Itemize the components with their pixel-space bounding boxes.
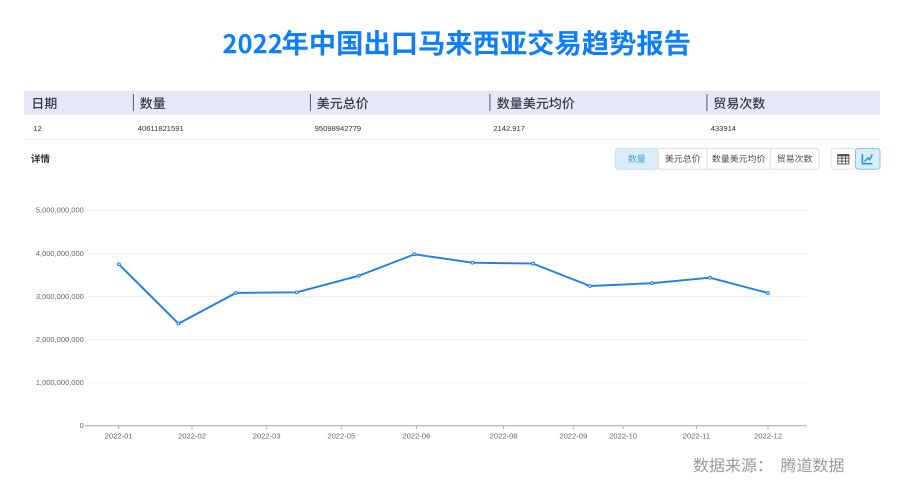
- svg-text:2022-02: 2022-02: [178, 431, 206, 440]
- svg-text:3,000,000,000: 3,000,000,000: [36, 292, 84, 301]
- svg-text:2142.917: 2142.917: [493, 124, 525, 133]
- svg-text:95098942779: 95098942779: [315, 124, 361, 133]
- svg-text:0: 0: [80, 421, 84, 430]
- svg-text:2022-08: 2022-08: [490, 431, 518, 440]
- svg-text:2022-10: 2022-10: [609, 431, 637, 440]
- svg-text:2022-12: 2022-12: [754, 431, 782, 440]
- svg-text:12: 12: [33, 124, 41, 133]
- svg-text:433914: 433914: [711, 124, 736, 133]
- svg-text:2022-05: 2022-05: [327, 431, 355, 440]
- svg-text:1,000,000,000: 1,000,000,000: [36, 378, 84, 387]
- svg-text:2022-09: 2022-09: [559, 431, 587, 440]
- svg-text:2022-06: 2022-06: [402, 431, 430, 440]
- svg-text:2,000,000,000: 2,000,000,000: [36, 335, 84, 344]
- svg-text:40611821591: 40611821591: [138, 124, 184, 133]
- svg-text:2022-03: 2022-03: [253, 431, 281, 440]
- svg-text:4,000,000,000: 4,000,000,000: [36, 249, 84, 258]
- svg-text:5,000,000,000: 5,000,000,000: [36, 206, 84, 215]
- svg-text:2022-11: 2022-11: [683, 431, 710, 440]
- svg-text:2022-01: 2022-01: [105, 431, 133, 440]
